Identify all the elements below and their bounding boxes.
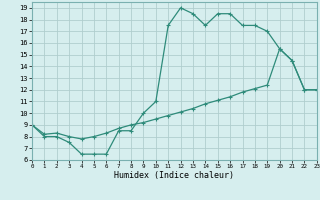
X-axis label: Humidex (Indice chaleur): Humidex (Indice chaleur) — [115, 171, 234, 180]
